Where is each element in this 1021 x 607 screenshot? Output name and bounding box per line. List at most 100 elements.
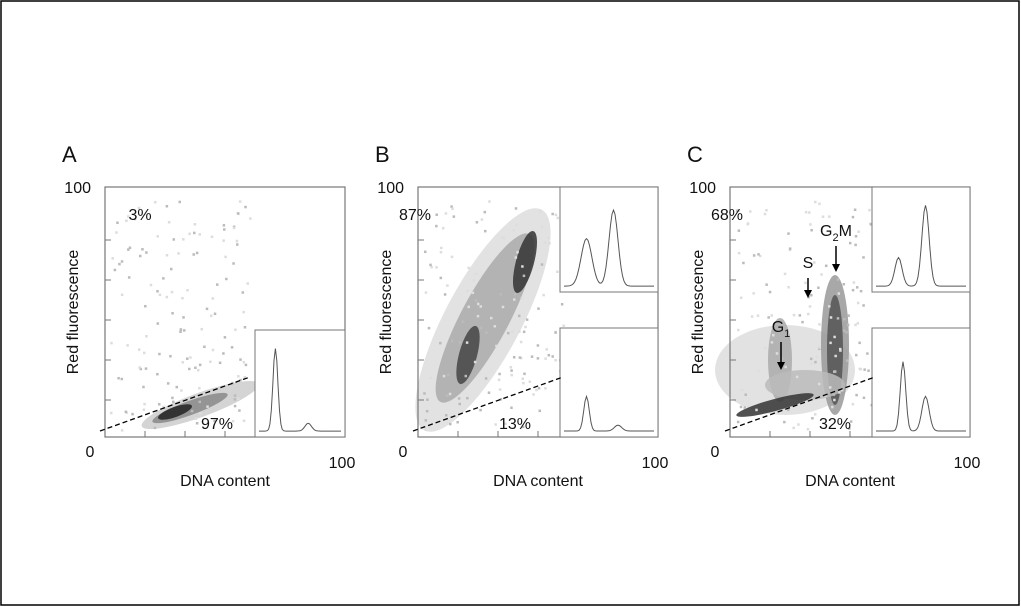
event-dot <box>783 420 786 424</box>
event-dot <box>551 355 554 358</box>
phase-suffix: M <box>839 223 852 240</box>
arrow-head <box>832 264 840 272</box>
event-dot <box>170 290 174 294</box>
event-dot <box>440 246 443 250</box>
histogram <box>564 208 654 287</box>
event-dot <box>474 299 478 302</box>
event-dot <box>165 204 169 208</box>
event-dot <box>142 408 146 411</box>
event-dot <box>180 389 183 392</box>
event-dot <box>198 386 201 390</box>
event-dot <box>193 231 196 235</box>
event-dot <box>845 330 848 334</box>
event-dot <box>808 211 811 214</box>
event-dot <box>528 380 532 383</box>
origin-label: 0 <box>399 444 408 461</box>
event-dot <box>797 423 800 426</box>
arrow-head <box>804 290 812 298</box>
event-dot <box>522 274 526 278</box>
event-dot <box>525 318 529 321</box>
event-dot <box>233 398 237 401</box>
event-dot <box>213 312 217 316</box>
event-dot <box>429 263 432 267</box>
event-dot <box>824 264 828 268</box>
phase-label: G1 <box>772 319 791 340</box>
event-dot <box>450 205 453 208</box>
event-dot <box>542 293 545 297</box>
event-dot <box>464 374 468 378</box>
event-dot <box>443 293 447 296</box>
event-dot <box>847 314 850 317</box>
event-dot <box>818 346 821 349</box>
event-dot <box>809 357 813 361</box>
event-dot <box>471 291 475 295</box>
event-dot <box>199 412 202 415</box>
event-dot <box>213 419 216 423</box>
event-dot <box>234 328 237 332</box>
event-dot <box>243 326 247 329</box>
event-dot <box>171 396 174 400</box>
event-dot <box>120 377 124 381</box>
event-dot <box>144 304 147 308</box>
x-max-label: 100 <box>954 455 981 472</box>
event-dot <box>746 222 750 225</box>
event-dot <box>423 392 426 395</box>
event-dot <box>866 352 869 355</box>
event-dot <box>128 246 132 250</box>
event-dot <box>763 212 767 216</box>
event-dot <box>450 255 454 259</box>
event-dot <box>423 250 427 254</box>
event-dot <box>466 396 469 400</box>
event-dot <box>862 396 866 400</box>
event-dot <box>439 276 443 280</box>
event-dot <box>457 397 461 400</box>
event-dot <box>488 200 491 203</box>
event-dot <box>792 313 796 317</box>
phase-main: G <box>772 319 784 336</box>
event-dot <box>126 344 129 347</box>
event-dot <box>487 391 491 394</box>
lower-percent: 97% <box>201 416 233 433</box>
event-dot <box>765 283 768 286</box>
event-dot <box>497 378 501 382</box>
event-dot <box>498 372 501 376</box>
event-dot <box>198 363 202 367</box>
event-dot <box>744 393 748 396</box>
event-dot <box>475 221 479 224</box>
event-dot <box>424 291 428 294</box>
event-dot <box>218 361 222 365</box>
event-dot <box>843 317 846 321</box>
lower-percent: 13% <box>499 416 531 433</box>
event-dot <box>540 263 544 266</box>
event-dot <box>521 265 524 268</box>
event-dot <box>510 369 513 372</box>
event-dot <box>842 329 846 332</box>
gate-line <box>99 376 251 432</box>
histogram-inset <box>871 327 971 438</box>
x-axis-label: DNA content <box>805 473 895 490</box>
event-dot <box>512 228 516 232</box>
event-dot <box>510 373 513 377</box>
event-dot <box>426 398 429 401</box>
event-dot <box>839 349 842 352</box>
event-dot <box>828 305 831 308</box>
event-dot <box>143 351 146 355</box>
panel-label: C <box>687 142 703 167</box>
event-dot <box>787 285 790 289</box>
y-max-label: 100 <box>377 180 404 197</box>
event-dot <box>755 408 758 412</box>
event-dot <box>807 312 810 316</box>
event-dot <box>162 405 165 409</box>
event-dot <box>447 373 450 377</box>
phase-sub: 2 <box>833 232 839 244</box>
event-dot <box>519 340 523 344</box>
event-dot <box>175 385 179 389</box>
event-dot <box>158 293 162 297</box>
upper-percent: 3% <box>128 207 151 224</box>
event-dot <box>111 257 114 260</box>
event-dot <box>785 378 789 381</box>
event-dot <box>131 412 134 416</box>
event-dot <box>867 369 870 372</box>
event-dot <box>547 353 551 357</box>
